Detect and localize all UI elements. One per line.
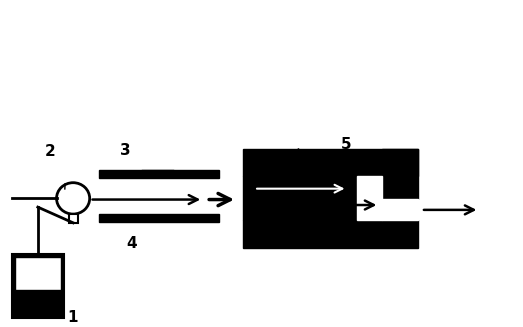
Bar bbox=[12, 254, 64, 318]
Bar bbox=[15, 257, 61, 289]
Bar bbox=[243, 220, 418, 248]
Bar bbox=[99, 170, 219, 178]
Bar bbox=[69, 214, 78, 223]
Text: 4: 4 bbox=[127, 236, 137, 251]
Text: 3: 3 bbox=[120, 143, 131, 158]
Bar bbox=[382, 199, 418, 220]
Text: 1: 1 bbox=[67, 310, 77, 325]
Bar bbox=[99, 214, 219, 222]
Bar bbox=[357, 176, 382, 220]
Bar bbox=[243, 149, 418, 176]
Bar bbox=[243, 176, 357, 220]
Bar bbox=[382, 149, 418, 199]
Text: 2: 2 bbox=[45, 144, 55, 159]
Text: 5: 5 bbox=[342, 137, 352, 152]
